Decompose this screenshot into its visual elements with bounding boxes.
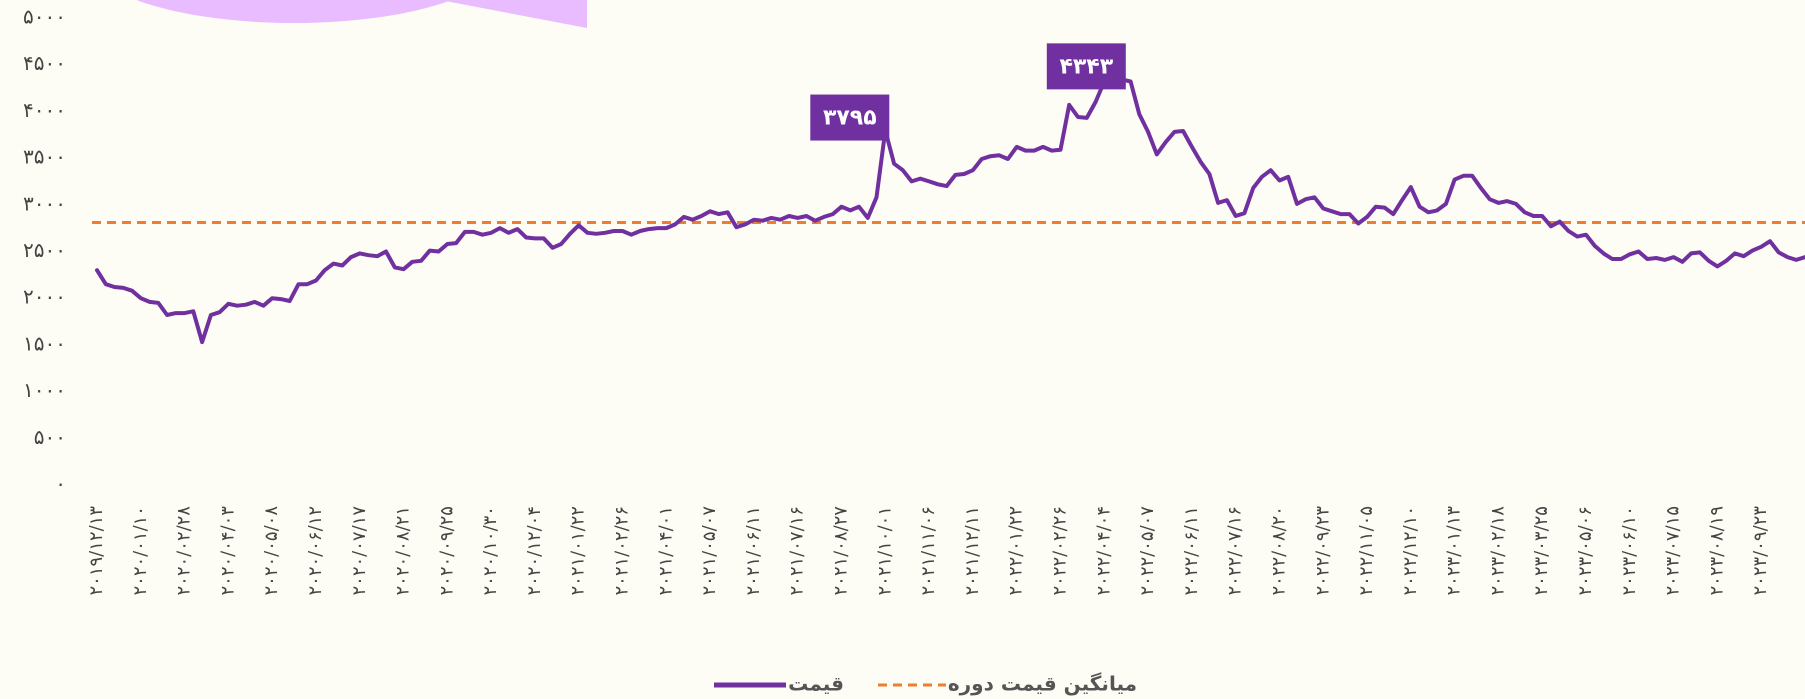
- x-tick-label: ۲۰۲۲/۰۴/۰۴: [1093, 506, 1114, 595]
- legend-label: میانگین قیمت دوره: [948, 672, 1137, 696]
- x-tick-label: ۲۰۲۰/۰۲/۲۸: [174, 506, 195, 596]
- x-tick-label: ۲۰۲۱/۰۷/۱۶: [787, 506, 808, 595]
- y-tick-label: ۵۰۰: [34, 425, 66, 449]
- x-tick-label: ۲۰۲۳/۰۱/۱۳: [1444, 506, 1465, 596]
- x-tick-label: ۲۰۲۱/۰۴/۰۱: [655, 506, 676, 595]
- x-tick-label: ۲۰۲۳/۰۲/۱۸: [1487, 506, 1508, 596]
- chart: ۰ ۵۰۰ ۱۰۰۰ ۱۵۰۰ ۲۰۰۰ ۲۵۰۰ ۳۰۰۰ ۳۵۰۰ ۴۰۰۰ ۴۵۰۰ ۵۰۰۰…: [0, 0, 1805, 699]
- y-tick-label: ۵۰۰۰: [23, 5, 66, 29]
- annotation-label: ۴۳۴۳: [1059, 54, 1113, 79]
- x-tick-label: ۲۰۲۰/۰۵/۰۸: [261, 506, 282, 596]
- x-tick-label: ۲۰۲۱/۰۵/۰۷: [699, 506, 720, 596]
- y-tick-label: ۳۰۰۰: [23, 191, 66, 215]
- x-tick-label: ۲۰۲۱/۱۰/۰۱: [874, 506, 895, 595]
- x-tick-label: ۲۰۲۰/۰۹/۲۵: [436, 506, 457, 595]
- x-tick-label: ۲۰۲۰/۰۶/۱۲: [305, 506, 326, 595]
- x-tick-label: ۲۰۲۲/۰۶/۱۱: [1181, 506, 1202, 595]
- x-tick-label: ۲۰۲۰/۰۴/۰۳: [217, 506, 238, 596]
- x-tick-label: ۲۰۲۱/۰۲/۲۶: [612, 506, 633, 595]
- x-tick-label: ۲۰۲۳/۰۳/۲۵: [1531, 506, 1552, 595]
- x-tick-label: ۲۰۲۲/۰۲/۲۶: [1049, 506, 1070, 595]
- page: ۰ ۵۰۰ ۱۰۰۰ ۱۵۰۰ ۲۰۰۰ ۲۵۰۰ ۳۰۰۰ ۳۵۰۰ ۴۰۰۰ ۴۵۰۰ ۵۰۰۰…: [0, 0, 1805, 699]
- x-tick-label: ۲۰۲۲/۰۵/۰۷: [1137, 506, 1158, 596]
- x-tick-label: ۲۰۲۱/۱۲/۱۱: [962, 506, 983, 595]
- x-tick-label: ۲۰۲۱/۱۱/۰۶: [918, 506, 939, 595]
- x-tick-label: ۲۰۲۲/۱۲/۱۰: [1400, 506, 1421, 595]
- x-tick-label: ۲۰۲۱/۰۱/۲۲: [568, 506, 589, 595]
- x-tick-label: ۲۰۲۳/۰۹/۲۳: [1750, 506, 1771, 596]
- y-tick-label: ۰: [55, 472, 66, 496]
- y-tick-label: ۳۵۰۰: [23, 145, 66, 169]
- y-tick-label: ۴۵۰۰: [23, 51, 66, 75]
- x-tick-label: ۲۰۲۲/۰۷/۱۶: [1225, 506, 1246, 595]
- x-tick-label: ۲۰۲۳/۰۵/۰۶: [1575, 506, 1596, 595]
- legend-label: قیمت: [788, 672, 844, 696]
- x-tick-label: ۲۰۱۹/۱۲/۱۳: [86, 506, 107, 596]
- x-tick-label: ۲۰۲۰/۰۸/۲۱: [393, 506, 414, 595]
- x-tick-label: ۲۰۲۳/۰۸/۱۹: [1706, 506, 1727, 595]
- x-tick-label: ۲۰۲۱/۰۸/۲۷: [831, 506, 852, 596]
- annotation-label: ۳۷۹۵: [823, 106, 877, 131]
- x-tick-label: ۲۰۲۳/۰۶/۱۰: [1619, 506, 1640, 595]
- x-tick-label: ۲۰۲۰/۰۱/۱۰: [130, 506, 151, 595]
- x-tick-label: ۲۰۲۰/۱۰/۳۰: [480, 506, 501, 595]
- x-tick-label: ۲۰۲۳/۰۷/۱۵: [1663, 506, 1684, 595]
- x-tick-label: ۲۰۲۲/۱۱/۰۵: [1356, 506, 1377, 595]
- x-tick-label: ۲۰۲۱/۰۶/۱۱: [743, 506, 764, 595]
- y-tick-label: ۴۰۰۰: [23, 98, 66, 122]
- x-tick-label: ۲۰۲۲/۰۹/۲۳: [1312, 506, 1333, 596]
- y-tick-label: ۱۰۰۰: [23, 378, 66, 402]
- y-tick-label: ۲۵۰۰: [23, 238, 66, 262]
- y-tick-label: ۲۰۰۰: [23, 285, 66, 309]
- y-tick-label: ۱۵۰۰: [23, 331, 66, 355]
- x-tick-label: ۲۰۲۰/۱۲/۰۴: [524, 506, 545, 595]
- x-tick-label: ۲۰۲۲/۰۱/۲۲: [1006, 506, 1027, 595]
- x-tick-label: ۲۰۲۲/۰۸/۲۰: [1268, 506, 1289, 595]
- x-tick-label: ۲۰۲۰/۰۷/۱۷: [349, 506, 370, 596]
